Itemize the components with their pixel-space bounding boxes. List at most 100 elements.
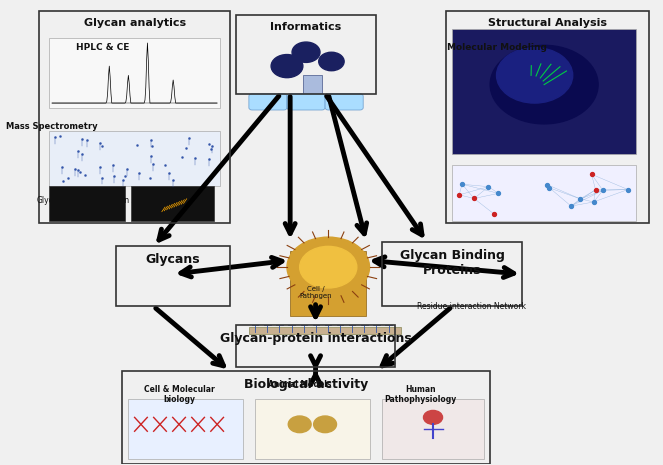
Point (566, 202, 576, 210)
Point (148, 160, 158, 167)
Circle shape (288, 416, 311, 432)
Circle shape (271, 54, 303, 78)
Text: Glycan analytics: Glycan analytics (84, 18, 186, 27)
Circle shape (292, 42, 320, 62)
Point (95, 163, 105, 170)
Text: Animal Models: Animal Models (268, 380, 332, 389)
Point (184, 134, 195, 142)
Point (190, 154, 200, 161)
Point (623, 186, 633, 193)
Text: HPLC & CE: HPLC & CE (76, 43, 129, 52)
Point (588, 198, 599, 206)
FancyBboxPatch shape (303, 75, 322, 94)
FancyBboxPatch shape (249, 327, 401, 334)
Circle shape (497, 47, 573, 103)
Circle shape (424, 411, 442, 425)
Point (97, 142, 107, 150)
Point (75, 169, 86, 176)
FancyArrowPatch shape (329, 97, 367, 234)
Point (72, 147, 83, 155)
Point (544, 184, 555, 192)
Point (119, 173, 130, 180)
FancyBboxPatch shape (255, 399, 369, 459)
Point (575, 195, 585, 203)
Point (146, 153, 156, 160)
Point (164, 169, 174, 177)
Point (160, 161, 170, 169)
FancyBboxPatch shape (249, 94, 287, 110)
Point (50, 133, 61, 140)
FancyArrowPatch shape (156, 308, 223, 366)
Circle shape (314, 416, 337, 432)
FancyBboxPatch shape (49, 39, 220, 108)
Point (70, 166, 80, 173)
Text: Glycan-protein interactions: Glycan-protein interactions (219, 332, 412, 345)
Point (80, 172, 90, 179)
Point (206, 145, 217, 153)
FancyBboxPatch shape (383, 399, 484, 459)
Point (54, 133, 65, 140)
Text: Cell & Molecular
biology: Cell & Molecular biology (144, 385, 214, 405)
Text: Glycogenes: Glycogenes (36, 195, 81, 205)
FancyBboxPatch shape (128, 399, 243, 459)
Point (72, 166, 83, 173)
Circle shape (490, 45, 598, 124)
Point (597, 186, 608, 194)
FancyArrowPatch shape (285, 97, 295, 233)
Point (63, 174, 74, 182)
Point (146, 136, 156, 143)
Circle shape (300, 246, 357, 288)
FancyBboxPatch shape (49, 131, 220, 186)
Point (133, 169, 144, 176)
Point (168, 176, 178, 184)
FancyBboxPatch shape (452, 166, 636, 221)
Point (590, 186, 601, 193)
Point (453, 191, 464, 199)
Circle shape (287, 237, 369, 297)
FancyBboxPatch shape (287, 94, 325, 110)
FancyBboxPatch shape (49, 186, 125, 221)
Point (493, 190, 504, 197)
Point (180, 144, 191, 152)
Text: Informatics: Informatics (271, 22, 341, 32)
FancyBboxPatch shape (131, 186, 214, 221)
Text: Molecular Modeling: Molecular Modeling (447, 43, 546, 52)
Point (95, 140, 105, 147)
Point (97, 174, 107, 181)
Text: Residue interaction Network: Residue interaction Network (416, 302, 526, 311)
Point (107, 161, 118, 169)
Point (122, 165, 133, 173)
FancyArrowPatch shape (327, 96, 422, 235)
Point (82, 137, 92, 144)
Point (132, 141, 143, 148)
FancyArrowPatch shape (181, 258, 282, 277)
Point (483, 183, 494, 190)
Text: Biological activity: Biological activity (244, 378, 368, 391)
FancyArrowPatch shape (159, 96, 279, 240)
FancyArrowPatch shape (310, 356, 320, 385)
Point (118, 176, 129, 183)
Point (176, 153, 187, 160)
Text: Mass Spectrometry: Mass Spectrometry (6, 121, 98, 131)
Point (147, 142, 158, 150)
Point (489, 210, 499, 218)
Point (207, 142, 217, 150)
FancyBboxPatch shape (290, 251, 367, 316)
Text: Cell /
Pathogen: Cell / Pathogen (299, 286, 332, 299)
Point (457, 180, 467, 188)
FancyBboxPatch shape (325, 94, 363, 110)
Text: Structural Analysis: Structural Analysis (488, 18, 607, 27)
FancyArrowPatch shape (310, 305, 320, 317)
Point (469, 195, 479, 202)
Text: Glycans: Glycans (145, 253, 200, 266)
Point (586, 171, 597, 178)
Text: Lectin staining: Lectin staining (106, 195, 163, 205)
Point (58, 178, 68, 185)
Point (542, 181, 552, 188)
Point (204, 155, 214, 162)
Point (77, 135, 88, 143)
Point (109, 173, 119, 180)
Text: Human
Pathophysiology: Human Pathophysiology (384, 385, 456, 405)
FancyArrowPatch shape (375, 257, 514, 278)
Point (145, 174, 155, 182)
